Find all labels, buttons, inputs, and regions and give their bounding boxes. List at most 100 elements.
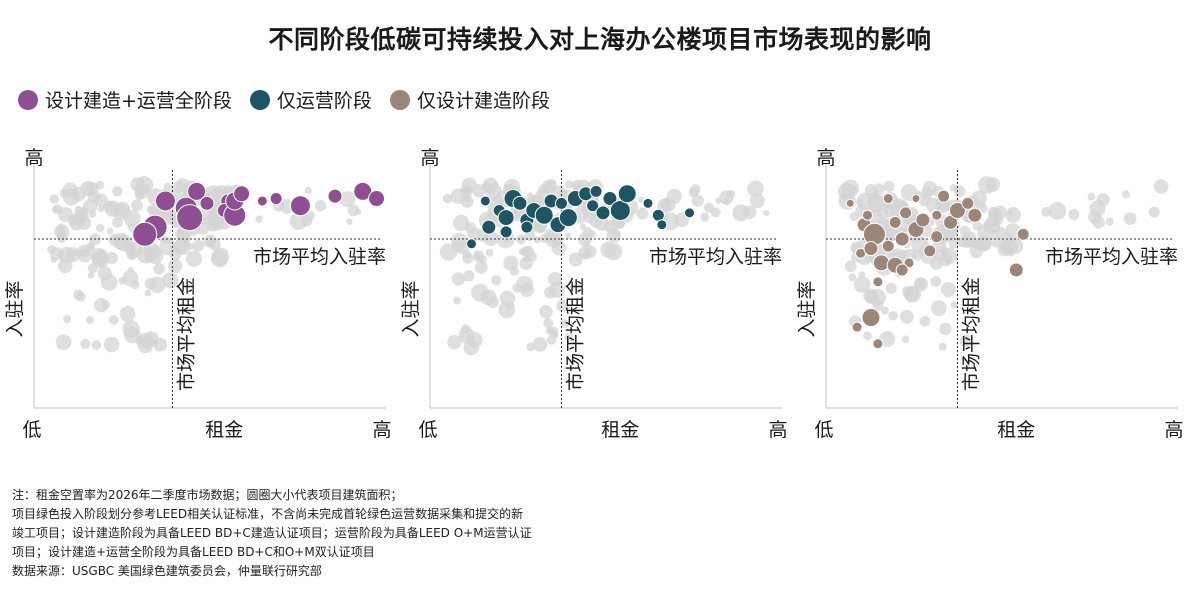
highlight-bubble bbox=[895, 263, 909, 277]
background-bubble bbox=[97, 266, 112, 281]
background-bubble bbox=[90, 247, 108, 266]
highlight-bubble bbox=[961, 196, 975, 210]
background-bubble bbox=[883, 180, 895, 192]
background-bubble bbox=[979, 201, 986, 208]
highlight-bubble bbox=[609, 199, 631, 221]
highlight-bubble bbox=[199, 195, 215, 211]
highlight-bubble bbox=[888, 215, 902, 229]
highlight-bubble bbox=[520, 220, 534, 234]
background-bubble bbox=[876, 207, 889, 220]
background-bubble bbox=[976, 236, 991, 252]
background-bubble bbox=[940, 281, 957, 297]
average-rent-label: 市场平均租金 bbox=[564, 277, 586, 391]
highlight-bubble bbox=[481, 219, 497, 235]
legend-label-design-build-only: 仅设计建造阶段 bbox=[416, 90, 550, 112]
background-bubble bbox=[188, 242, 195, 250]
footnote-line: 项目绿色投入阶段划分参考LEED相关认证标准，不含尚未完成首轮绿色运营数据采集和… bbox=[12, 507, 524, 521]
background-bubble bbox=[146, 247, 164, 265]
background-bubble bbox=[1123, 212, 1137, 226]
footnote-line: 数据来源：USGBC 美国绿色建筑委员会，仲量联行研究部 bbox=[12, 564, 322, 578]
y-axis-title: 入驻率 bbox=[400, 280, 422, 337]
background-bubble bbox=[137, 332, 154, 350]
highlight-bubble bbox=[466, 238, 478, 250]
background-bubble bbox=[512, 283, 522, 293]
background-bubble bbox=[1122, 190, 1130, 199]
background-bubble bbox=[519, 247, 528, 256]
scatter-panel-full-stage: 高低高租金 入驻率 市场平均入驻率 市场平均租金 bbox=[4, 140, 392, 441]
highlight-bubble bbox=[894, 231, 910, 247]
highlight-bubble bbox=[861, 308, 881, 328]
background-bubble bbox=[691, 194, 704, 207]
highlight-bubble bbox=[589, 184, 603, 198]
background-bubble bbox=[255, 215, 263, 223]
background-bubble bbox=[564, 232, 572, 239]
background-bubble bbox=[106, 227, 114, 235]
background-bubble bbox=[124, 240, 136, 252]
highlight-bubble bbox=[872, 276, 884, 288]
y-axis-high-label: 高 bbox=[420, 147, 439, 169]
legend-swatch-design-build-only bbox=[389, 89, 410, 110]
background-bubble bbox=[467, 226, 482, 241]
background-bubble bbox=[192, 239, 205, 252]
highlight-bubble bbox=[368, 190, 386, 208]
x-axis-title: 租金 bbox=[205, 419, 243, 441]
background-bubble bbox=[726, 189, 736, 199]
background-bubble bbox=[86, 243, 96, 253]
background-bubble bbox=[185, 250, 203, 267]
background-bubble bbox=[211, 247, 230, 266]
background-bubble bbox=[960, 235, 973, 249]
highlight-bubble bbox=[845, 198, 855, 208]
background-bubble bbox=[172, 180, 185, 194]
highlight-bubble bbox=[187, 181, 207, 201]
background-bubble bbox=[1105, 217, 1114, 226]
background-bubble bbox=[747, 180, 764, 197]
background-bubble bbox=[556, 299, 569, 313]
background-bubble bbox=[485, 248, 494, 257]
average-occupancy-label: 市场平均入驻率 bbox=[1045, 246, 1178, 268]
y-axis-high-label: 高 bbox=[24, 147, 43, 169]
background-bubble bbox=[872, 183, 885, 196]
legend-label-operation-only: 仅运营阶段 bbox=[276, 90, 372, 112]
background-bubble bbox=[548, 281, 565, 298]
background-bubble bbox=[172, 239, 188, 255]
background-bubble bbox=[930, 276, 942, 287]
background-bubble bbox=[98, 205, 105, 212]
x-axis-high-label: 高 bbox=[372, 419, 391, 441]
highlight-bubble bbox=[930, 230, 944, 244]
background-bubble bbox=[144, 277, 157, 290]
background-bubble bbox=[544, 229, 563, 248]
background-bubble bbox=[159, 238, 177, 256]
highlight-bubble bbox=[617, 184, 637, 204]
background-bubble bbox=[491, 275, 502, 286]
background-bubble bbox=[899, 309, 914, 324]
highlight-bubble bbox=[595, 205, 611, 221]
background-bubble bbox=[87, 272, 95, 279]
background-bubble bbox=[74, 207, 85, 219]
background-bubble bbox=[55, 334, 72, 351]
background-bubble bbox=[863, 331, 872, 341]
highlight-bubble bbox=[862, 209, 874, 221]
background-bubble bbox=[163, 182, 173, 192]
background-bubble bbox=[119, 305, 136, 322]
background-bubble bbox=[207, 212, 218, 223]
x-axis-title: 租金 bbox=[601, 419, 639, 441]
x-axis-low-label: 低 bbox=[418, 419, 437, 441]
background-bubble bbox=[1005, 207, 1021, 223]
background-bubble bbox=[849, 211, 859, 221]
background-bubble bbox=[128, 251, 137, 260]
background-bubble bbox=[451, 240, 464, 252]
background-bubble bbox=[1148, 206, 1160, 218]
background-bubble bbox=[594, 216, 610, 231]
highlight-bubble bbox=[863, 241, 879, 257]
highlight-bubble bbox=[872, 338, 884, 350]
background-bubble bbox=[959, 334, 973, 348]
highlight-bubble bbox=[948, 201, 966, 219]
highlight-bubble bbox=[586, 199, 600, 213]
highlight-bubble bbox=[911, 194, 921, 204]
highlight-bubble bbox=[931, 209, 943, 221]
highlight-bubble bbox=[967, 207, 983, 223]
background-bubble bbox=[700, 212, 710, 222]
scatter-panel-operation-only: 高低高租金 入驻率 市场平均入驻率 市场平均租金 bbox=[400, 140, 788, 441]
background-bubble bbox=[666, 188, 682, 204]
